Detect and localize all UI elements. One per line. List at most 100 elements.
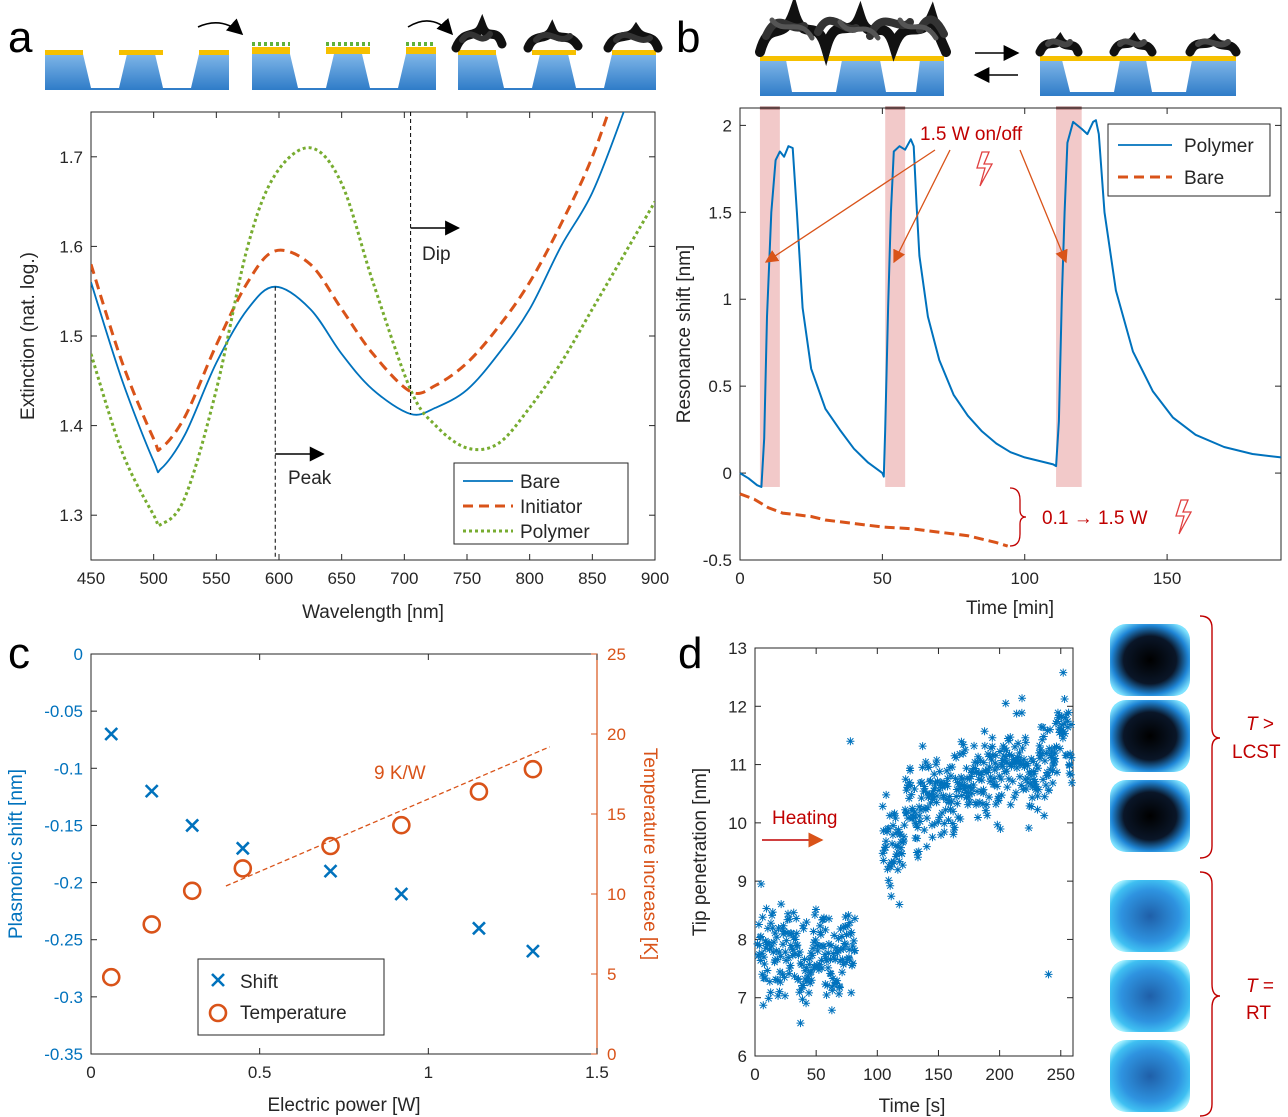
y-tick-label: 6 xyxy=(738,1047,747,1066)
penetration-point xyxy=(1007,801,1015,809)
x-tick-label: 0 xyxy=(750,1065,759,1084)
legend-c-shift: Shift xyxy=(240,972,279,993)
penetration-point xyxy=(900,821,908,829)
penetration-point xyxy=(885,876,893,884)
penetration-point xyxy=(763,967,771,975)
shift-point xyxy=(146,785,158,797)
penetration-point xyxy=(1034,792,1042,800)
x-tick-label: 700 xyxy=(390,569,418,588)
penetration-point xyxy=(936,768,944,776)
penetration-point xyxy=(1065,709,1073,717)
penetration-point xyxy=(847,989,855,997)
legend-a-polymer: Polymer xyxy=(520,522,590,543)
afm-image-4 xyxy=(1110,880,1190,952)
penetration-point xyxy=(910,814,918,822)
y-tick-label: 1.7 xyxy=(59,148,83,167)
penetration-point xyxy=(923,843,931,851)
penetration-point xyxy=(1040,812,1048,820)
penetration-point xyxy=(851,915,859,923)
legend-b-bare: Bare xyxy=(1184,168,1224,189)
penetration-point xyxy=(1022,785,1030,793)
penetration-point xyxy=(844,911,852,919)
heating-bands xyxy=(760,108,1082,487)
penetration-point xyxy=(983,801,991,809)
upper-condition-line2: LCST xyxy=(1232,742,1281,763)
penetration-point xyxy=(755,920,763,928)
legend-a: Bare Initiator Polymer xyxy=(454,463,628,544)
penetration-point xyxy=(793,941,801,949)
substrate-polymer xyxy=(456,26,658,90)
shift-point xyxy=(527,945,539,957)
penetration-point xyxy=(980,786,988,794)
penetration-point xyxy=(1018,709,1026,717)
y-tick-label: 1 xyxy=(723,290,732,309)
shift-point xyxy=(325,865,337,877)
x-tick-label: 800 xyxy=(515,569,543,588)
penetration-point xyxy=(910,785,918,793)
penetration-point xyxy=(961,746,969,754)
brace-lower xyxy=(1200,872,1220,1116)
penetration-point xyxy=(882,791,890,799)
process-arrow-2 xyxy=(408,21,452,34)
penetration-point xyxy=(780,922,788,930)
x-tick-label: 150 xyxy=(1153,569,1181,588)
x-tick-label: 0 xyxy=(735,569,744,588)
y-tick-label: 10 xyxy=(728,814,747,833)
penetration-point xyxy=(1009,777,1017,785)
x-tick-label: 50 xyxy=(873,569,892,588)
legend-c-temperature: Temperature xyxy=(240,1003,347,1024)
penetration-point xyxy=(767,988,775,996)
y-tick-label: 0 xyxy=(723,464,732,483)
legend-c: Shift Temperature xyxy=(198,959,384,1035)
penetration-point xyxy=(949,807,957,815)
shift-point xyxy=(105,728,117,740)
penetration-point xyxy=(1068,779,1076,787)
penetration-point xyxy=(920,826,928,834)
schematic-b xyxy=(760,12,1236,96)
penetration-point xyxy=(917,794,925,802)
penetration-point xyxy=(1034,764,1042,772)
penetration-point xyxy=(997,775,1005,783)
legend-a-bare: Bare xyxy=(520,472,560,493)
afm-image-5 xyxy=(1110,960,1190,1032)
x-tick-label: 200 xyxy=(985,1065,1013,1084)
penetration-point xyxy=(1041,757,1049,765)
penetration-point xyxy=(792,915,800,923)
temperature-point xyxy=(184,883,200,899)
penetration-point xyxy=(802,999,810,1007)
penetration-point xyxy=(943,782,951,790)
penetration-point xyxy=(914,853,922,861)
penetration-point xyxy=(803,918,811,926)
x-axis-label-b: Time [min] xyxy=(966,598,1054,619)
penetration-point xyxy=(777,900,785,908)
penetration-point xyxy=(981,727,989,735)
penetration-point xyxy=(1022,738,1030,746)
x-tick-label: 150 xyxy=(924,1065,952,1084)
x-tick-label: 50 xyxy=(807,1065,826,1084)
penetration-point xyxy=(1018,694,1026,702)
shift-point xyxy=(186,819,198,831)
afm-image-2 xyxy=(1110,700,1190,772)
penetration-point xyxy=(962,764,970,772)
y-tick-label: 12 xyxy=(728,697,747,716)
penetration-point xyxy=(996,825,1004,833)
y-axis-label-c: Plasmonic shift [nm] xyxy=(6,769,27,939)
y-axis-label-a: Extinction (nat. log.) xyxy=(18,252,39,420)
temperature-point xyxy=(144,916,160,932)
x-tick-label: 850 xyxy=(578,569,606,588)
x-tick-label: 100 xyxy=(1011,569,1039,588)
penetration-point xyxy=(810,927,818,935)
panel-a-chart: 450 500 550 600 650 700 750 800 850 9001.31.41.51… xyxy=(18,0,669,623)
penetration-point xyxy=(773,933,781,941)
penetration-point xyxy=(849,959,857,967)
y-tick-label: 1.3 xyxy=(59,506,83,525)
penetration-point xyxy=(1012,789,1020,797)
x-tick-label: 550 xyxy=(202,569,230,588)
y-tick-label: -0.3 xyxy=(54,988,83,1007)
penetration-point xyxy=(1034,806,1042,814)
y2-axis-label-c: Temperature increase [K] xyxy=(639,748,660,960)
substrate-collapsed xyxy=(1040,40,1236,96)
penetration-point xyxy=(980,759,988,767)
penetration-point xyxy=(944,816,952,824)
penetration-point xyxy=(923,814,931,822)
